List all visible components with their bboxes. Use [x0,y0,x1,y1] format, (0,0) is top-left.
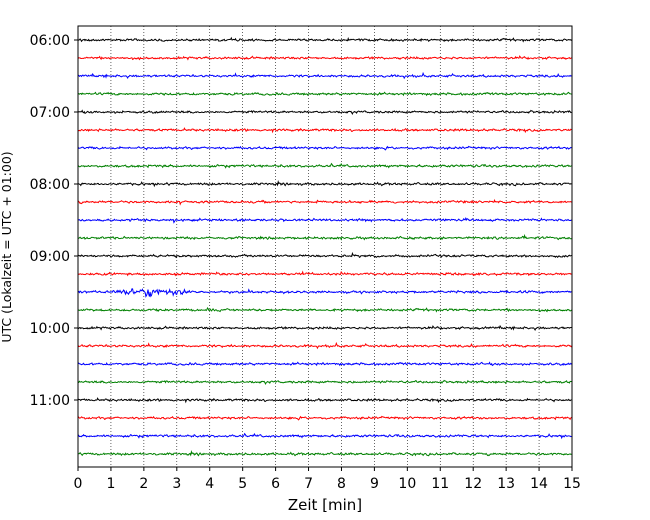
trace-0745 [77,162,572,169]
x-tick-label: 1 [106,476,115,492]
x-tick-label: 9 [370,476,379,492]
trace-1000 [77,324,572,332]
x-tick-label: 12 [464,476,482,492]
trace-1115 [77,415,572,421]
trace-0700 [77,109,572,115]
x-tick-label: 2 [139,476,148,492]
x-tick-label: 14 [530,476,548,492]
x-tick-label: 0 [74,476,83,492]
trace-0930 [77,287,572,298]
y-tick-label: 07:00 [30,105,70,121]
plot-frame [77,25,573,468]
trace-0715 [77,127,572,134]
trace-0845 [77,233,572,241]
x-tick-label: 4 [205,476,214,492]
trace-0645 [77,91,572,97]
x-tick-label: 11 [431,476,449,492]
y-tick-label: 06:00 [30,33,70,49]
y-axis-title: UTC (Lokalzeit = UTC + 01:00) [0,151,14,342]
y-axis: 06:00 07:00 08:00 09:00 10:00 11:00 [30,33,78,409]
trace-1015 [77,341,572,350]
trace-1145 [77,450,572,457]
x-axis-title: Zeit [min] [288,496,362,514]
trace-1045 [77,379,572,385]
x-tick-label: 15 [563,476,581,492]
trace-0600 [77,36,572,43]
x-tick-label: 13 [497,476,515,492]
trace-1130 [77,432,572,440]
trace-0630 [77,71,572,80]
x-tick-label: 10 [398,476,416,492]
traces [77,36,572,457]
trace-0800 [77,180,572,188]
trace-0945 [77,307,572,313]
x-tick-label: 8 [337,476,346,492]
y-tick-label: 11:00 [30,393,70,409]
x-axis: 0 1 2 3 4 5 6 7 8 9 10 11 12 13 14 15 [74,467,581,492]
y-tick-label: 08:00 [30,177,70,193]
trace-0615 [77,55,572,61]
trace-0815 [77,198,572,206]
x-tick-label: 5 [238,476,247,492]
x-tick-label: 3 [172,476,181,492]
trace-0900 [77,251,572,259]
trace-1100 [77,397,572,404]
x-tick-label: 6 [271,476,280,492]
trace-0830 [77,216,572,224]
x-tick-label: 7 [304,476,313,492]
trace-0915 [77,270,572,277]
trace-1030 [77,361,572,367]
y-tick-label: 09:00 [30,249,70,265]
y-tick-label: 10:00 [30,321,70,337]
trace-0730 [77,145,572,151]
